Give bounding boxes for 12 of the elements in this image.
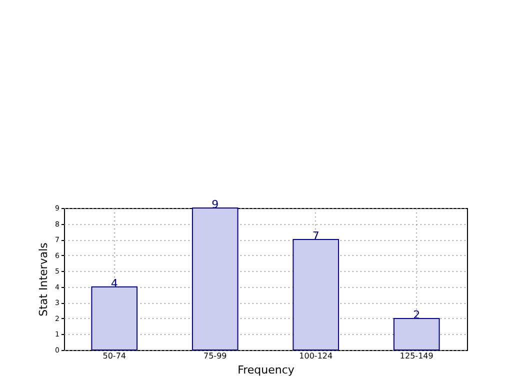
x-tick-label: 100-124: [299, 352, 333, 360]
bar: [192, 208, 238, 350]
bar: [393, 318, 440, 350]
x-tick-label: 125-149: [400, 352, 434, 360]
x-tick-label: 50-74: [102, 352, 126, 360]
bar: [91, 286, 138, 350]
bar: [292, 239, 340, 350]
data-label: 4: [110, 276, 118, 290]
y-axis-title: Stat Intervals: [37, 242, 50, 316]
x-tick-label: 75-99: [204, 352, 227, 360]
x-axis-title: Frequency: [238, 364, 295, 376]
data-label: 7: [312, 230, 320, 243]
